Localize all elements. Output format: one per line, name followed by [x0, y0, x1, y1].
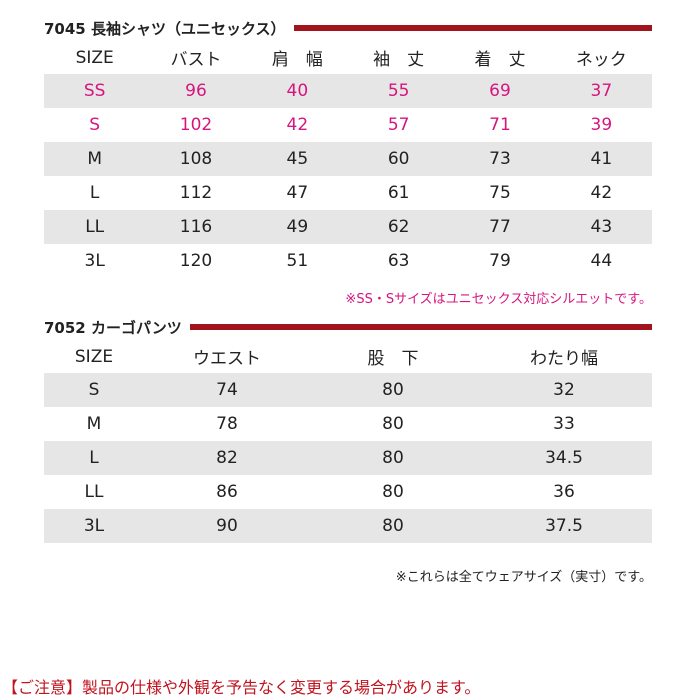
table-row: 3L 120 51 63 79 44	[44, 244, 652, 278]
table-cell: 55	[347, 74, 450, 108]
shirt-section-title: 7045 長袖シャツ（ユニセックス）	[44, 17, 652, 39]
table-cell: 80	[310, 441, 476, 475]
pants-size-table: SIZE ウエスト 股 下 わたり幅 S 74 80 32 M 78 80 33…	[44, 340, 652, 543]
table-cell: SS	[44, 74, 146, 108]
table-cell: 42	[286, 115, 309, 135]
table-cell: 39	[590, 115, 613, 135]
actual-size-note: ※これらは全てウェアサイズ（実寸）です。	[395, 570, 652, 585]
table-cell: 33	[553, 414, 575, 434]
shirt-title-text: 7045 長袖シャツ（ユニセックス）	[44, 19, 286, 38]
table-cell: 42	[590, 183, 613, 203]
table-header-row: SIZE ウエスト 股 下 わたり幅	[44, 340, 652, 373]
table-cell: 32	[476, 373, 652, 407]
header-size: SIZE	[74, 346, 114, 367]
shirt-title-bar	[293, 25, 652, 31]
table-cell: 47	[286, 183, 309, 203]
table-cell: 61	[387, 183, 410, 203]
table-cell: 71	[489, 115, 511, 135]
table-cell: 79	[489, 251, 511, 271]
table-cell: 120	[179, 251, 213, 271]
table-cell: 102	[179, 115, 213, 135]
table-cell: 69	[449, 74, 551, 108]
table-cell: 57	[387, 115, 410, 135]
table-cell: 41	[550, 142, 652, 176]
header-waist: ウエスト	[193, 349, 261, 369]
caution-notice: 【ご注意】製品の仕様や外観を予告なく変更する場合があります。	[2, 678, 481, 697]
table-cell: 80	[310, 373, 476, 407]
table-cell: S	[44, 373, 144, 407]
table-cell: 37	[550, 74, 652, 108]
table-cell: 45	[246, 142, 348, 176]
table-cell: 78	[216, 414, 238, 434]
table-header-row: SIZE バスト 肩 幅 袖 丈 着 丈 ネック	[44, 41, 652, 74]
table-cell: 82	[144, 441, 310, 475]
table-cell: 36	[553, 482, 575, 502]
table-cell: LL	[44, 210, 146, 244]
table-cell: S	[89, 115, 101, 135]
table-cell: 51	[286, 251, 309, 271]
table-cell: 80	[382, 482, 404, 502]
table-cell: 37.5	[476, 509, 652, 543]
table-row: SS 96 40 55 69 37	[44, 74, 652, 108]
table-row: S 74 80 32	[44, 373, 652, 407]
table-cell: 96	[145, 74, 247, 108]
table-cell: 3L	[84, 251, 105, 271]
header-size: SIZE	[75, 47, 114, 68]
header-sleeve: 袖 丈	[373, 50, 425, 70]
table-cell: 43	[550, 210, 652, 244]
table-cell: 77	[449, 210, 551, 244]
table-cell: M	[44, 142, 146, 176]
shirt-size-table: SIZE バスト 肩 幅 袖 丈 着 丈 ネック SS 96 40 55 69 …	[44, 41, 652, 278]
table-cell: LL	[84, 482, 104, 502]
table-cell: 60	[347, 142, 450, 176]
unisex-note: ※SS・Sサイズはユニセックス対応シルエットです。	[345, 292, 652, 307]
table-cell: 86	[216, 482, 238, 502]
header-bust: バスト	[170, 50, 222, 70]
table-row: M 78 80 33	[44, 407, 652, 441]
table-row: L 82 80 34.5	[44, 441, 652, 475]
table-cell: 63	[387, 251, 410, 271]
header-inseam: 股 下	[367, 349, 419, 369]
table-cell: 75	[489, 183, 511, 203]
table-row: L 112 47 61 75 42	[44, 176, 652, 210]
table-cell: 44	[590, 251, 613, 271]
header-length: 着 丈	[474, 50, 526, 70]
table-cell: 49	[246, 210, 348, 244]
table-cell: L	[44, 441, 144, 475]
table-row: M 108 45 60 73 41	[44, 142, 652, 176]
pants-section-title: 7052 カーゴパンツ	[44, 316, 652, 338]
table-cell: 80	[310, 509, 476, 543]
header-neck: ネック	[575, 50, 627, 70]
table-cell: L	[89, 183, 100, 203]
table-cell: M	[86, 414, 102, 434]
table-cell: 74	[144, 373, 310, 407]
header-thigh: わたり幅	[530, 349, 598, 369]
table-cell: 3L	[44, 509, 144, 543]
table-cell: 90	[144, 509, 310, 543]
table-row: LL 116 49 62 77 43	[44, 210, 652, 244]
table-cell: 112	[179, 183, 213, 203]
table-cell: 40	[246, 74, 348, 108]
table-cell: 108	[145, 142, 247, 176]
table-row: 3L 90 80 37.5	[44, 509, 652, 543]
table-cell: 73	[449, 142, 551, 176]
pants-title-text: 7052 カーゴパンツ	[44, 318, 182, 337]
pants-title-bar	[189, 324, 652, 330]
header-shoulder: 肩 幅	[271, 50, 323, 70]
table-cell: 116	[145, 210, 247, 244]
table-row: LL 86 80 36	[44, 475, 652, 509]
table-cell: 62	[347, 210, 450, 244]
table-row: S 102 42 57 71 39	[44, 108, 652, 142]
table-cell: 80	[382, 414, 404, 434]
table-cell: 34.5	[476, 441, 652, 475]
